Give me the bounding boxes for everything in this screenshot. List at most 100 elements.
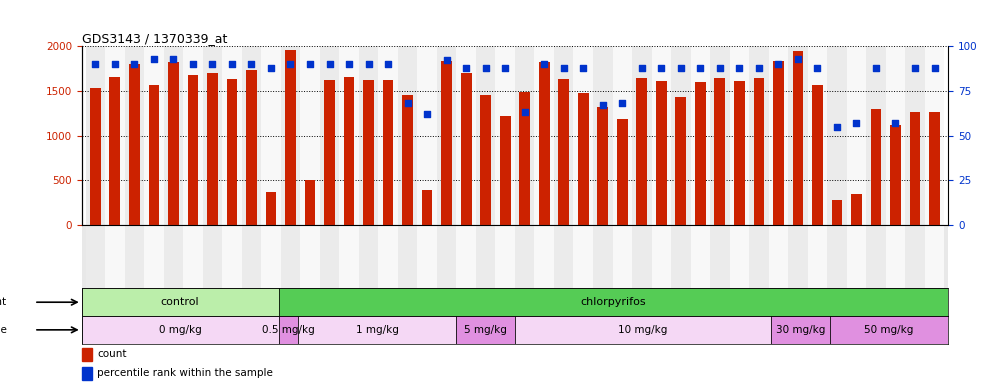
Point: [380, 61, 396, 67]
Text: control: control: [160, 297, 199, 307]
Bar: [106, 225, 124, 288]
Bar: [82, 316, 279, 344]
Bar: [793, 51, 804, 225]
Point: [126, 61, 142, 67]
Bar: [320, 46, 340, 225]
Bar: [828, 225, 847, 288]
Text: count: count: [98, 349, 126, 359]
Bar: [106, 46, 124, 225]
Bar: [828, 46, 847, 225]
Point: [185, 61, 201, 67]
Bar: [749, 225, 769, 288]
Bar: [695, 82, 706, 225]
Bar: [924, 46, 944, 225]
Text: 50 mg/kg: 50 mg/kg: [865, 325, 913, 335]
Point: [868, 65, 883, 71]
Point: [283, 61, 299, 67]
Bar: [163, 46, 183, 225]
Bar: [535, 46, 554, 225]
Bar: [364, 80, 374, 225]
Bar: [714, 78, 725, 225]
Point: [165, 56, 181, 62]
Bar: [226, 79, 237, 225]
Bar: [554, 46, 574, 225]
Bar: [207, 73, 218, 225]
Point: [145, 56, 161, 62]
Bar: [222, 46, 242, 225]
Bar: [163, 225, 183, 288]
Bar: [82, 348, 92, 361]
Bar: [378, 225, 397, 288]
Bar: [832, 200, 843, 225]
Bar: [867, 46, 885, 225]
Bar: [340, 46, 359, 225]
Bar: [905, 46, 924, 225]
Point: [907, 65, 923, 71]
Bar: [305, 180, 316, 225]
Bar: [202, 46, 222, 225]
Bar: [710, 225, 730, 288]
Text: 0 mg/kg: 0 mg/kg: [158, 325, 201, 335]
Bar: [246, 70, 257, 225]
Bar: [124, 225, 144, 288]
Bar: [515, 316, 771, 344]
Bar: [397, 46, 417, 225]
Bar: [82, 288, 279, 316]
Bar: [456, 316, 515, 344]
Text: dose: dose: [0, 325, 7, 335]
Bar: [830, 316, 948, 344]
Point: [615, 100, 630, 106]
Bar: [402, 95, 413, 225]
Point: [438, 57, 454, 63]
Bar: [456, 46, 476, 225]
Bar: [148, 84, 159, 225]
Bar: [476, 46, 495, 225]
Bar: [905, 225, 924, 288]
Text: 30 mg/kg: 30 mg/kg: [776, 325, 825, 335]
Text: GDS3143 / 1370339_at: GDS3143 / 1370339_at: [82, 32, 227, 45]
Point: [322, 61, 338, 67]
Text: chlorpyrifos: chlorpyrifos: [581, 297, 646, 307]
Bar: [281, 225, 300, 288]
Point: [107, 61, 123, 67]
Bar: [929, 112, 940, 225]
Bar: [808, 46, 828, 225]
Bar: [535, 225, 554, 288]
Point: [653, 65, 669, 71]
Bar: [710, 46, 730, 225]
Bar: [261, 225, 281, 288]
Bar: [495, 225, 515, 288]
Bar: [281, 46, 300, 225]
Bar: [598, 107, 609, 225]
Bar: [593, 225, 613, 288]
Bar: [144, 46, 163, 225]
Bar: [359, 225, 378, 288]
Point: [712, 65, 728, 71]
Bar: [788, 225, 808, 288]
Point: [556, 65, 572, 71]
Bar: [110, 78, 121, 225]
Bar: [890, 125, 900, 225]
Bar: [675, 97, 686, 225]
Point: [731, 65, 747, 71]
Point: [536, 61, 552, 67]
Bar: [279, 316, 299, 344]
Bar: [344, 78, 355, 225]
Point: [829, 124, 845, 130]
Point: [692, 65, 708, 71]
Point: [887, 120, 903, 126]
Bar: [90, 88, 101, 225]
Bar: [690, 225, 710, 288]
Point: [751, 65, 767, 71]
Bar: [320, 225, 340, 288]
Bar: [885, 225, 905, 288]
Bar: [202, 225, 222, 288]
Point: [497, 65, 513, 71]
Bar: [519, 92, 530, 225]
Bar: [299, 316, 456, 344]
Bar: [730, 46, 749, 225]
Bar: [617, 119, 627, 225]
Bar: [437, 225, 456, 288]
Bar: [636, 78, 647, 225]
Point: [361, 61, 376, 67]
